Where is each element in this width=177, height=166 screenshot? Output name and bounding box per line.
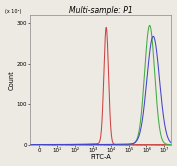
Text: (x 10²): (x 10²) xyxy=(5,9,21,14)
X-axis label: FITC-A: FITC-A xyxy=(90,154,111,161)
Y-axis label: Count: Count xyxy=(9,70,15,90)
Title: Multi-sample: P1: Multi-sample: P1 xyxy=(69,5,133,15)
